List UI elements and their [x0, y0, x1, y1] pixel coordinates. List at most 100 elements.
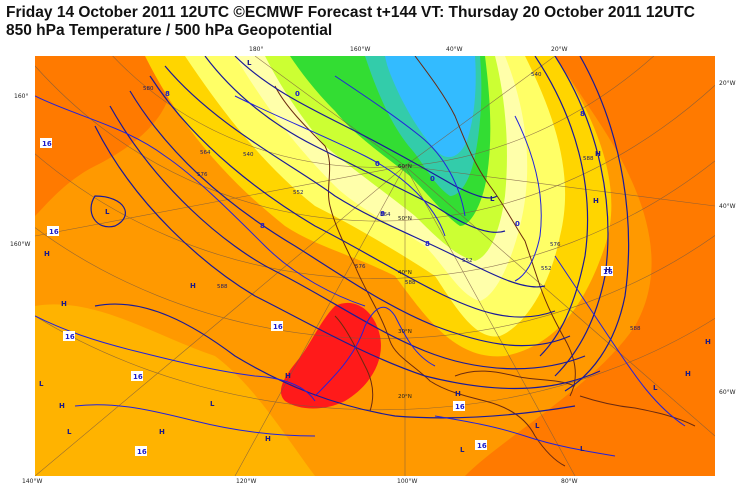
isotherm-label: 8 — [580, 110, 585, 118]
isotherm-0-east — [514, 115, 542, 282]
latitude-label: 50°N — [398, 216, 412, 222]
latitude-line-40n — [35, 153, 715, 279]
isotherm-label-box: 16 — [601, 266, 613, 276]
isotherm-label: 8 — [425, 240, 430, 248]
temp-field-east-warm — [465, 56, 715, 476]
longitude-line-160w — [35, 165, 406, 237]
longitude-label-bottom: 100°W — [397, 478, 418, 485]
isotherm-label: 16 — [49, 228, 59, 236]
geopotential-label: 552 — [541, 266, 552, 272]
isotherm-label-group: 16 16 16 16 16 16 16 16 16 8 8 8 8 0 0 0… — [40, 90, 613, 456]
isotherm-0 — [334, 75, 466, 217]
isotherm-16-southwest — [35, 315, 316, 402]
isotherm-label-box: 16 — [271, 321, 283, 331]
geopotential-contour-8 — [534, 56, 589, 357]
isotherm-contours — [35, 75, 686, 457]
coastlines — [274, 56, 696, 467]
isotherm-8 — [234, 95, 446, 237]
isotherm-label: 16 — [273, 323, 283, 331]
high-marker: H — [190, 282, 196, 290]
isotherm-label-box: 16 — [63, 331, 75, 341]
geopotential-label: 552 — [462, 258, 473, 264]
longitude-label-bottom: 140°W — [22, 478, 43, 485]
high-marker: H — [685, 370, 691, 378]
isotherm-label: 16 — [477, 442, 487, 450]
coastline-hudson-east — [414, 56, 576, 397]
geopotential-label: 576 — [550, 242, 561, 248]
latitude-label: 30°N — [398, 329, 412, 335]
longitude-label-top: 40°W — [446, 46, 463, 53]
isotherm-label: 0 — [295, 90, 300, 98]
isotherm-label-box: 16 — [47, 226, 59, 236]
geopotential-label: 540 — [243, 152, 254, 158]
map-canvas: 16 16 16 16 16 16 16 16 16 8 8 8 8 0 0 0… — [35, 56, 715, 476]
low-marker: L — [490, 195, 495, 203]
isotherm-label: 8 — [260, 222, 265, 230]
side-label-right: 60°W — [719, 389, 736, 396]
high-marker: H — [593, 197, 599, 205]
low-marker: L — [460, 446, 465, 454]
high-marker: H — [455, 390, 461, 398]
longitude-label-top: 180° — [249, 46, 264, 53]
geopotential-label: 564 — [200, 150, 211, 156]
isotherm-label: 0 — [515, 220, 520, 228]
geopotential-contour-5 — [94, 125, 601, 390]
isotherm-label: 0 — [375, 160, 380, 168]
latitude-line-50n — [35, 65, 715, 222]
geopotential-contour-9 — [554, 56, 609, 377]
geopotential-contour-3 — [129, 90, 571, 347]
longitude-label-top: 160°W — [350, 46, 371, 53]
geopotential-label: 540 — [531, 72, 542, 78]
latitude-label: 20°N — [398, 394, 412, 400]
temp-field-cyan — [385, 56, 476, 158]
latitude-labels: 60°N 50°N 40°N 30°N 20°N — [398, 164, 412, 400]
geopotential-contour-4 — [109, 105, 586, 370]
geopotential-label: 588 — [217, 284, 228, 290]
isotherm-label-box: 16 — [131, 371, 143, 381]
longitude-label-bottom: 80°W — [561, 478, 578, 485]
longitude-line-40w — [404, 165, 715, 207]
low-marker: L — [247, 59, 252, 67]
isotherm-16-gulf — [434, 415, 616, 457]
geopotential-label: 576 — [197, 172, 208, 178]
geopotential-contour-closed-low — [90, 195, 126, 228]
isotherm-label: 8 — [380, 210, 385, 218]
isotherm-label: 16 — [603, 268, 613, 276]
graticule — [35, 56, 715, 476]
coastline-caribbean — [579, 395, 696, 427]
isotherm-label: 16 — [42, 140, 52, 148]
isotherm-label: 8 — [165, 90, 170, 98]
pressure-markers: H H H H H H H H H H H H H L L L L L L L … — [39, 59, 711, 454]
longitude-line-80w — [404, 165, 576, 476]
geopotential-label-group: 580 564 576 588 552 540 576 588 564 552 … — [143, 72, 641, 332]
low-marker: L — [210, 400, 215, 408]
low-marker: L — [535, 422, 540, 430]
longitude-line-60w — [404, 165, 715, 437]
low-marker: L — [653, 384, 658, 392]
map-subtitle: 850 hPa Temperature / 500 hPa Geopotenti… — [6, 22, 333, 39]
weather-map: 16 16 16 16 16 16 16 16 16 8 8 8 8 0 0 0… — [35, 56, 715, 476]
low-marker: L — [39, 380, 44, 388]
geopotential-contour-11 — [94, 303, 576, 419]
longitude-line-20w — [404, 56, 556, 167]
high-marker: H — [605, 266, 611, 274]
high-marker: H — [265, 435, 271, 443]
low-marker: L — [105, 208, 110, 216]
longitude-label-bottom: 120°W — [236, 478, 257, 485]
geopotential-label: 564 — [380, 212, 391, 218]
geopotential-contour-10 — [564, 56, 630, 392]
coastline-gulf — [454, 370, 576, 387]
latitude-line-30n — [35, 227, 715, 339]
side-label-right: 40°W — [719, 203, 736, 210]
geopotential-label: 588 — [583, 156, 594, 162]
high-marker: H — [44, 250, 50, 258]
temp-field-northwest-warm — [35, 56, 172, 216]
isotherm-label: 16 — [137, 448, 147, 456]
low-marker: L — [67, 428, 72, 436]
latitude-line-60n — [112, 56, 655, 168]
high-marker: H — [59, 402, 65, 410]
geopotential-label: 580 — [143, 86, 154, 92]
geopotential-contour-1 — [164, 65, 546, 288]
isotherm-16-mexico — [314, 306, 436, 397]
side-label-left: 160°W — [10, 241, 31, 248]
